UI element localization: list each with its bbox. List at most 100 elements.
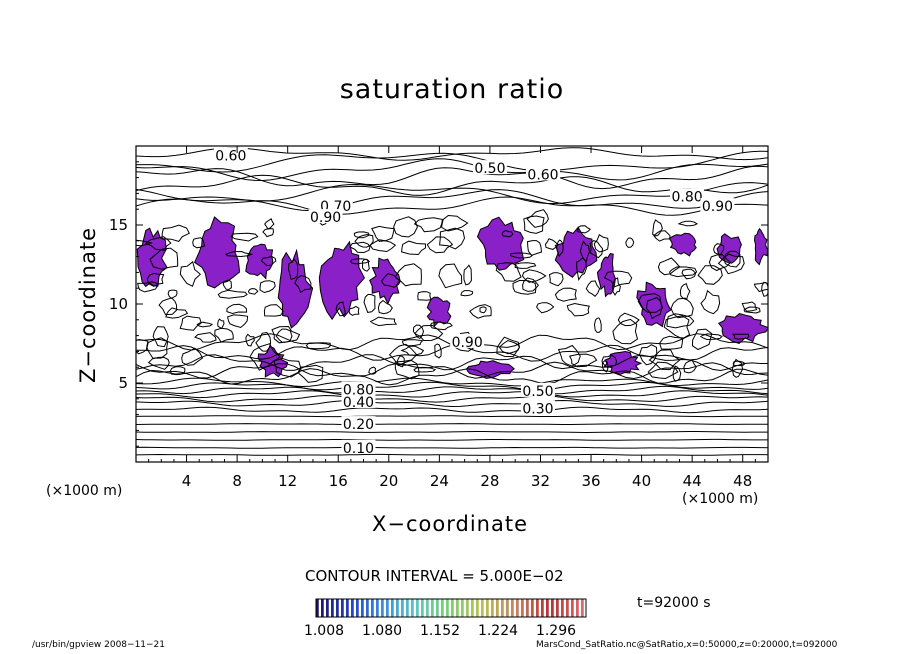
colorbar-stripe (381, 599, 384, 617)
contour-line (388, 343, 418, 367)
contour-line (576, 225, 592, 234)
contour-line (585, 280, 601, 297)
supersaturated-region (668, 232, 697, 257)
colorbar-stripe (431, 599, 434, 617)
contour-label: 0.20 (343, 417, 374, 433)
contour-label: 0.10 (343, 441, 374, 457)
contour-line (576, 257, 588, 282)
colorbar-stripe (576, 599, 579, 617)
contour-label: 0.80 (343, 382, 374, 398)
x-tick-label: 44 (683, 472, 702, 490)
contour-line (217, 318, 225, 330)
contour-line (393, 216, 418, 238)
contour-label-backdrop (341, 393, 376, 408)
contour-label: 0.60 (215, 148, 246, 164)
colorbar-tick-label: 1.224 (478, 623, 518, 639)
contour-label: 0.40 (343, 395, 374, 411)
contour-line (179, 260, 202, 287)
colorbar-stripe (426, 599, 429, 617)
contour-line (647, 361, 679, 380)
contour-line (136, 446, 768, 449)
y-tick-label: 15 (109, 216, 128, 234)
colorbar-stripe (451, 599, 454, 617)
contour-line (136, 399, 768, 408)
colorbar-stripe (461, 599, 464, 617)
colorbar-tick-label: 1.008 (304, 623, 344, 639)
contour-line (761, 281, 768, 297)
contour-line (544, 238, 559, 250)
contour-line (723, 250, 741, 268)
contour-line (603, 270, 633, 288)
contour-line (245, 333, 255, 347)
contour-label-backdrop (318, 198, 353, 213)
colorbar-stripe (531, 599, 534, 617)
contour-line (522, 277, 539, 292)
contour-line (463, 264, 472, 286)
contour-line (666, 313, 695, 329)
colorbar-stripe (326, 599, 329, 617)
colorbar-stripe (316, 599, 319, 617)
contour-line (149, 247, 179, 270)
contour-line (548, 272, 564, 287)
contour-line (589, 240, 604, 259)
contour-line (136, 338, 149, 355)
contour-line (165, 307, 189, 319)
contour-line (526, 209, 549, 228)
contour-line (438, 263, 463, 289)
contour-line (691, 328, 713, 351)
colorbar-stripe (446, 599, 449, 617)
colorbar-stripe (456, 599, 459, 617)
y-axis-ticks: 5 10 15 (109, 161, 768, 447)
supersaturated-region (426, 296, 452, 328)
contour-line (401, 339, 424, 347)
contour-line (554, 287, 577, 302)
colorbar-stripe (331, 599, 334, 617)
contour-line (479, 306, 487, 314)
colorbar-stripe (556, 599, 559, 617)
contour-line (697, 265, 723, 285)
colorbar-stripe (571, 599, 574, 617)
colorbar-stripe (386, 599, 389, 617)
contour-line (136, 368, 768, 386)
contour-line (247, 288, 259, 295)
contour-line (400, 345, 425, 356)
colorbar-stripe (416, 599, 419, 617)
contour-line (429, 321, 453, 331)
colorbar-stripe (481, 599, 484, 617)
contour-line (743, 306, 761, 314)
contour-line (273, 357, 302, 378)
contour-line (214, 327, 234, 343)
contour-line (192, 237, 206, 249)
contour-line (593, 317, 602, 333)
x-tick-label: 16 (329, 472, 348, 490)
contour-line (556, 239, 564, 258)
contour-line (369, 239, 397, 253)
contour-line (512, 279, 537, 295)
contour-line (136, 431, 768, 434)
contour-line (501, 229, 514, 238)
supersaturated-region (718, 312, 768, 344)
contour-line (677, 220, 699, 227)
contour-line (526, 240, 543, 256)
contour-line (713, 243, 725, 256)
contour-line (136, 415, 768, 418)
colorbar-stripe (471, 599, 474, 617)
colorbar-stripe (521, 599, 524, 617)
contour-line (226, 303, 248, 315)
x-tick-label: 36 (581, 472, 600, 490)
x-unit-right-label: (×1000 m) (682, 491, 759, 507)
contour-line (377, 299, 393, 315)
contour-label: 0.90 (702, 199, 733, 215)
colorbar-stripe (351, 599, 354, 617)
contour-line (514, 262, 537, 269)
colorbar-stripe (536, 599, 539, 617)
contour-line (354, 233, 374, 248)
contour-line (262, 228, 275, 238)
contour-line (434, 343, 442, 359)
contour-line (741, 301, 758, 312)
colorbar-stripe (341, 599, 344, 617)
colorbar: 1.008 1.080 1.152 1.224 1.296 (304, 598, 587, 639)
contour-line (152, 326, 169, 348)
colorbar-stripe (396, 599, 399, 617)
contour-line (394, 359, 420, 380)
